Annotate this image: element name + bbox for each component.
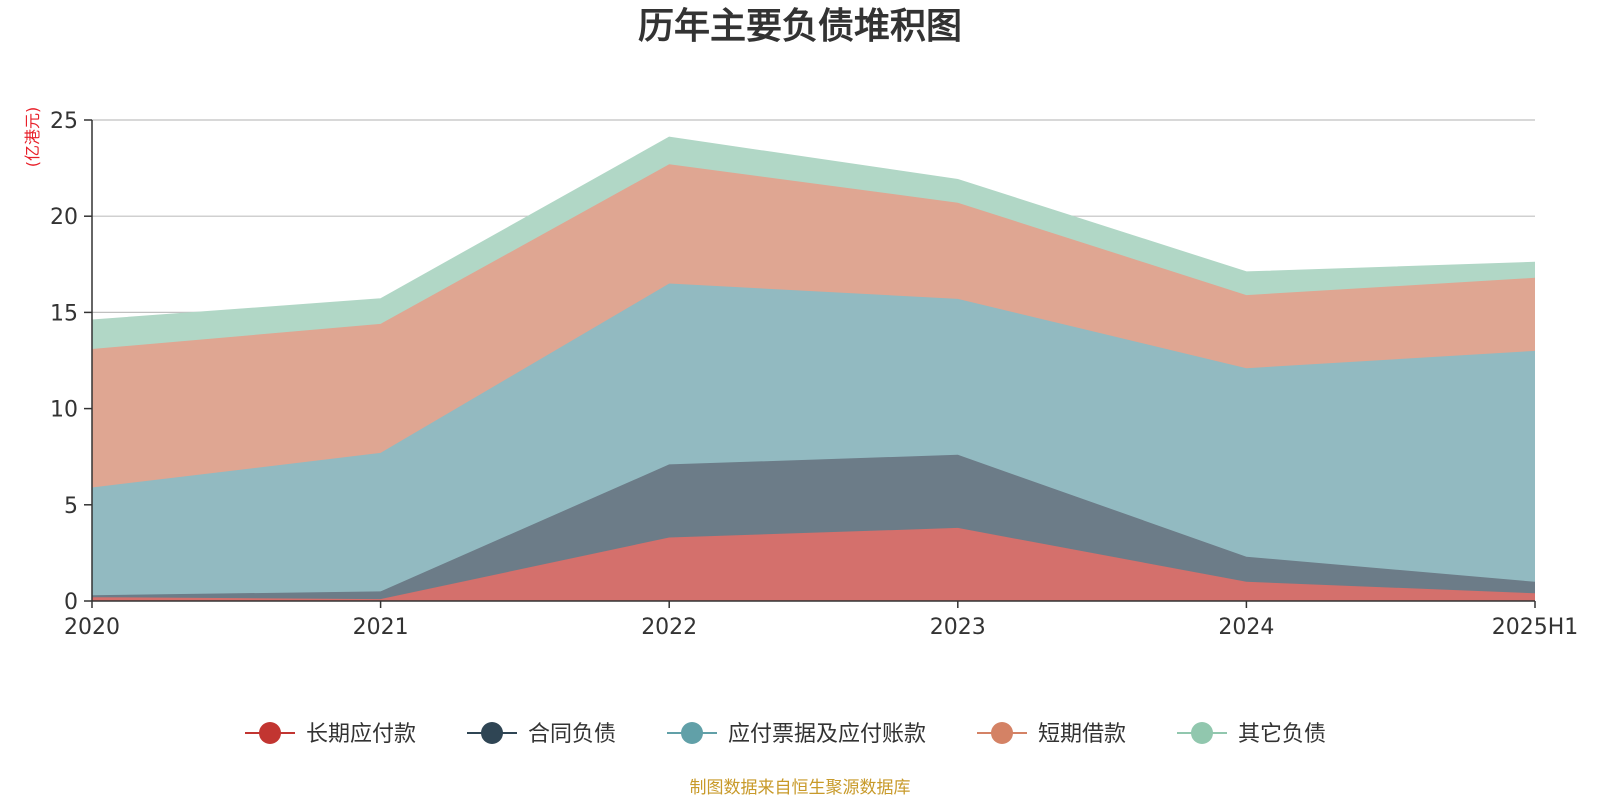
- legend-item-3[interactable]: 短期借款: [977, 722, 1126, 747]
- legend-label-4: 其它负债: [1238, 722, 1326, 747]
- legend-item-1[interactable]: 合同负债: [467, 722, 616, 747]
- area-series-0[interactable]: [92, 527, 1535, 601]
- y-tick-label-1: 5: [64, 494, 78, 519]
- x-tick-label-1: 2021: [353, 615, 409, 640]
- legend-item-4[interactable]: 其它负债: [1177, 722, 1326, 747]
- x-tick-label-4: 2024: [1218, 615, 1274, 640]
- chart-title: 历年主要负债堆积图: [638, 6, 962, 47]
- legend-item-2[interactable]: 应付票据及应付账款: [667, 722, 926, 747]
- legend-label-0: 长期应付款: [306, 722, 416, 747]
- y-tick-label-2: 10: [50, 398, 78, 423]
- area-series-3[interactable]: [92, 164, 1535, 488]
- area-series-layer: [91, 136, 1536, 601]
- legend-marker-2: [681, 722, 703, 744]
- y-tick-label-5: 25: [50, 109, 78, 134]
- legend-marker-1: [481, 722, 503, 744]
- legend-item-0[interactable]: 长期应付款: [245, 722, 416, 747]
- legend-marker-0: [259, 722, 281, 744]
- axes: 0 5 10 15 20 25 2020 2021 2022 2023 2024 2025H1: [50, 109, 1578, 640]
- legend-marker-4: [1191, 722, 1213, 744]
- area-series-2[interactable]: [92, 283, 1535, 596]
- x-tick-label-3: 2023: [930, 615, 986, 640]
- area-series-edge-4: [91, 136, 1536, 321]
- legend-marker-3: [991, 722, 1013, 744]
- y-tick-label-0: 0: [64, 590, 78, 615]
- x-tick-label-5: 2025H1: [1492, 615, 1579, 640]
- y-axis-unit-label: (亿港元): [23, 107, 42, 168]
- legend[interactable]: 长期应付款 合同负债 应付票据及应付账款 短期借款 其它负债: [245, 722, 1326, 747]
- legend-label-1: 合同负债: [528, 722, 616, 747]
- y-tick-label-3: 15: [50, 301, 78, 326]
- y-tick-label-4: 20: [50, 205, 78, 230]
- x-tick-label-0: 2020: [64, 615, 120, 640]
- area-series-1[interactable]: [92, 454, 1535, 600]
- area-series-4[interactable]: [92, 137, 1535, 349]
- data-source-note: 制图数据来自恒生聚源数据库: [690, 778, 911, 798]
- legend-label-2: 应付票据及应付账款: [728, 722, 926, 747]
- x-tick-label-2: 2022: [641, 615, 697, 640]
- legend-label-3: 短期借款: [1038, 722, 1126, 747]
